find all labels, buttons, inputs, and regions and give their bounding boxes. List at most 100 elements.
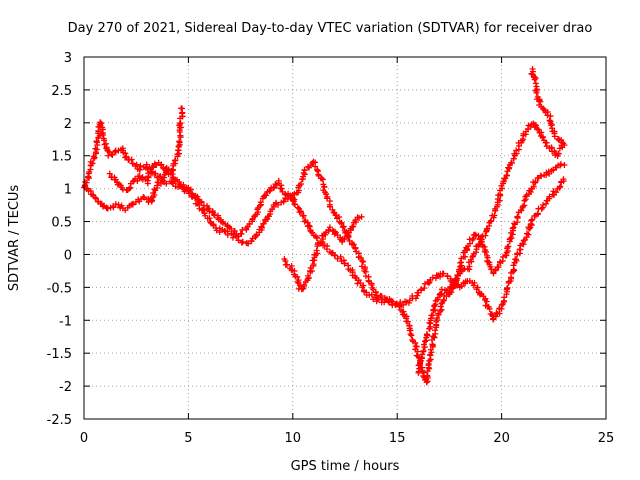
- data-point: [447, 275, 454, 282]
- data-point: [231, 228, 238, 235]
- data-point: [89, 160, 96, 167]
- x-axis-label: GPS time / hours: [291, 459, 400, 474]
- data-point: [350, 241, 357, 248]
- data-point: [418, 287, 425, 294]
- data-point: [294, 278, 301, 285]
- data-point: [306, 223, 313, 230]
- data-point: [327, 203, 334, 210]
- y-axis-label: SDTVAR / TECUs: [7, 185, 22, 292]
- data-point: [239, 238, 246, 245]
- data-point: [458, 283, 465, 290]
- data-point: [509, 225, 516, 232]
- data-point: [432, 327, 439, 334]
- data-point: [434, 315, 441, 322]
- data-point: [235, 237, 242, 244]
- y-tick-label: 0: [64, 248, 72, 263]
- data-point: [522, 193, 529, 200]
- data-point: [542, 200, 549, 207]
- data-point: [551, 133, 558, 140]
- data-point: [474, 284, 481, 291]
- data-point: [368, 280, 375, 287]
- data-point: [448, 289, 455, 296]
- data-point: [298, 209, 305, 216]
- data-point: [419, 351, 426, 358]
- data-point: [320, 235, 326, 242]
- data-point: [151, 186, 158, 193]
- data-point: [486, 305, 493, 312]
- data-point: [260, 220, 267, 227]
- data-point: [92, 145, 99, 152]
- data-point: [157, 180, 164, 187]
- data-point: [512, 256, 519, 263]
- data-point: [420, 341, 427, 348]
- data-point: [179, 105, 186, 112]
- data-point: [424, 373, 431, 380]
- data-point: [128, 156, 135, 163]
- data-point: [404, 318, 411, 325]
- data-point: [105, 152, 112, 159]
- data-point: [357, 254, 364, 261]
- data-point: [488, 217, 495, 224]
- data-point: [462, 253, 469, 260]
- data-point: [510, 262, 517, 269]
- data-point: [298, 180, 305, 187]
- y-tick-label: 0.5: [51, 216, 72, 231]
- data-point: [416, 365, 423, 372]
- data-point: [172, 157, 179, 164]
- data-point: [176, 121, 183, 128]
- plot-frame: [83, 56, 607, 420]
- data-point: [358, 263, 365, 270]
- data-point: [400, 301, 407, 308]
- data-point: [514, 213, 521, 220]
- data-point: [185, 190, 192, 197]
- data-point: [482, 295, 489, 302]
- data-point: [420, 347, 427, 354]
- data-point: [437, 303, 444, 310]
- data-point: [313, 234, 320, 241]
- data-point: [304, 163, 311, 170]
- data-point: [557, 183, 564, 190]
- data-point: [532, 122, 539, 129]
- data-point: [409, 292, 416, 299]
- data-point: [332, 252, 339, 259]
- data-point: [385, 298, 392, 305]
- data-point: [547, 113, 554, 120]
- data-point: [129, 200, 136, 207]
- data-point: [397, 299, 404, 306]
- data-point: [301, 282, 308, 289]
- data-point: [440, 270, 447, 277]
- data-point: [318, 175, 325, 182]
- axis-ticks: 0 5 10 15 20 25 -2.5 -2 -1.5 -1 -0.5 0 0.5 1 1.5 2 2.5 3: [47, 51, 615, 446]
- data-point: [341, 236, 348, 243]
- data-point: [100, 132, 107, 139]
- data-point: [470, 235, 477, 242]
- data-point: [454, 272, 461, 279]
- y-tick-label: 3: [64, 51, 72, 66]
- data-point: [471, 231, 478, 238]
- data-point: [483, 252, 490, 259]
- data-point: [215, 212, 222, 219]
- data-point: [546, 193, 553, 200]
- data-point: [513, 147, 520, 154]
- data-point: [531, 76, 538, 83]
- data-point: [334, 255, 341, 262]
- data-point: [259, 224, 266, 231]
- data-point: [204, 205, 211, 212]
- data-point: [319, 238, 326, 245]
- data-point: [326, 224, 333, 231]
- data-point: [528, 217, 535, 224]
- data-point: [83, 179, 90, 186]
- data-point: [392, 301, 399, 308]
- data-point: [443, 287, 450, 294]
- data-point: [177, 134, 184, 141]
- data-point: [137, 162, 144, 169]
- data-point: [145, 199, 152, 206]
- data-point: [435, 294, 442, 301]
- data-point: [407, 331, 414, 338]
- x-tick-label: 25: [598, 431, 615, 446]
- data-point: [341, 260, 348, 267]
- data-point: [421, 285, 428, 292]
- data-point: [561, 142, 568, 149]
- data-point: [530, 183, 537, 190]
